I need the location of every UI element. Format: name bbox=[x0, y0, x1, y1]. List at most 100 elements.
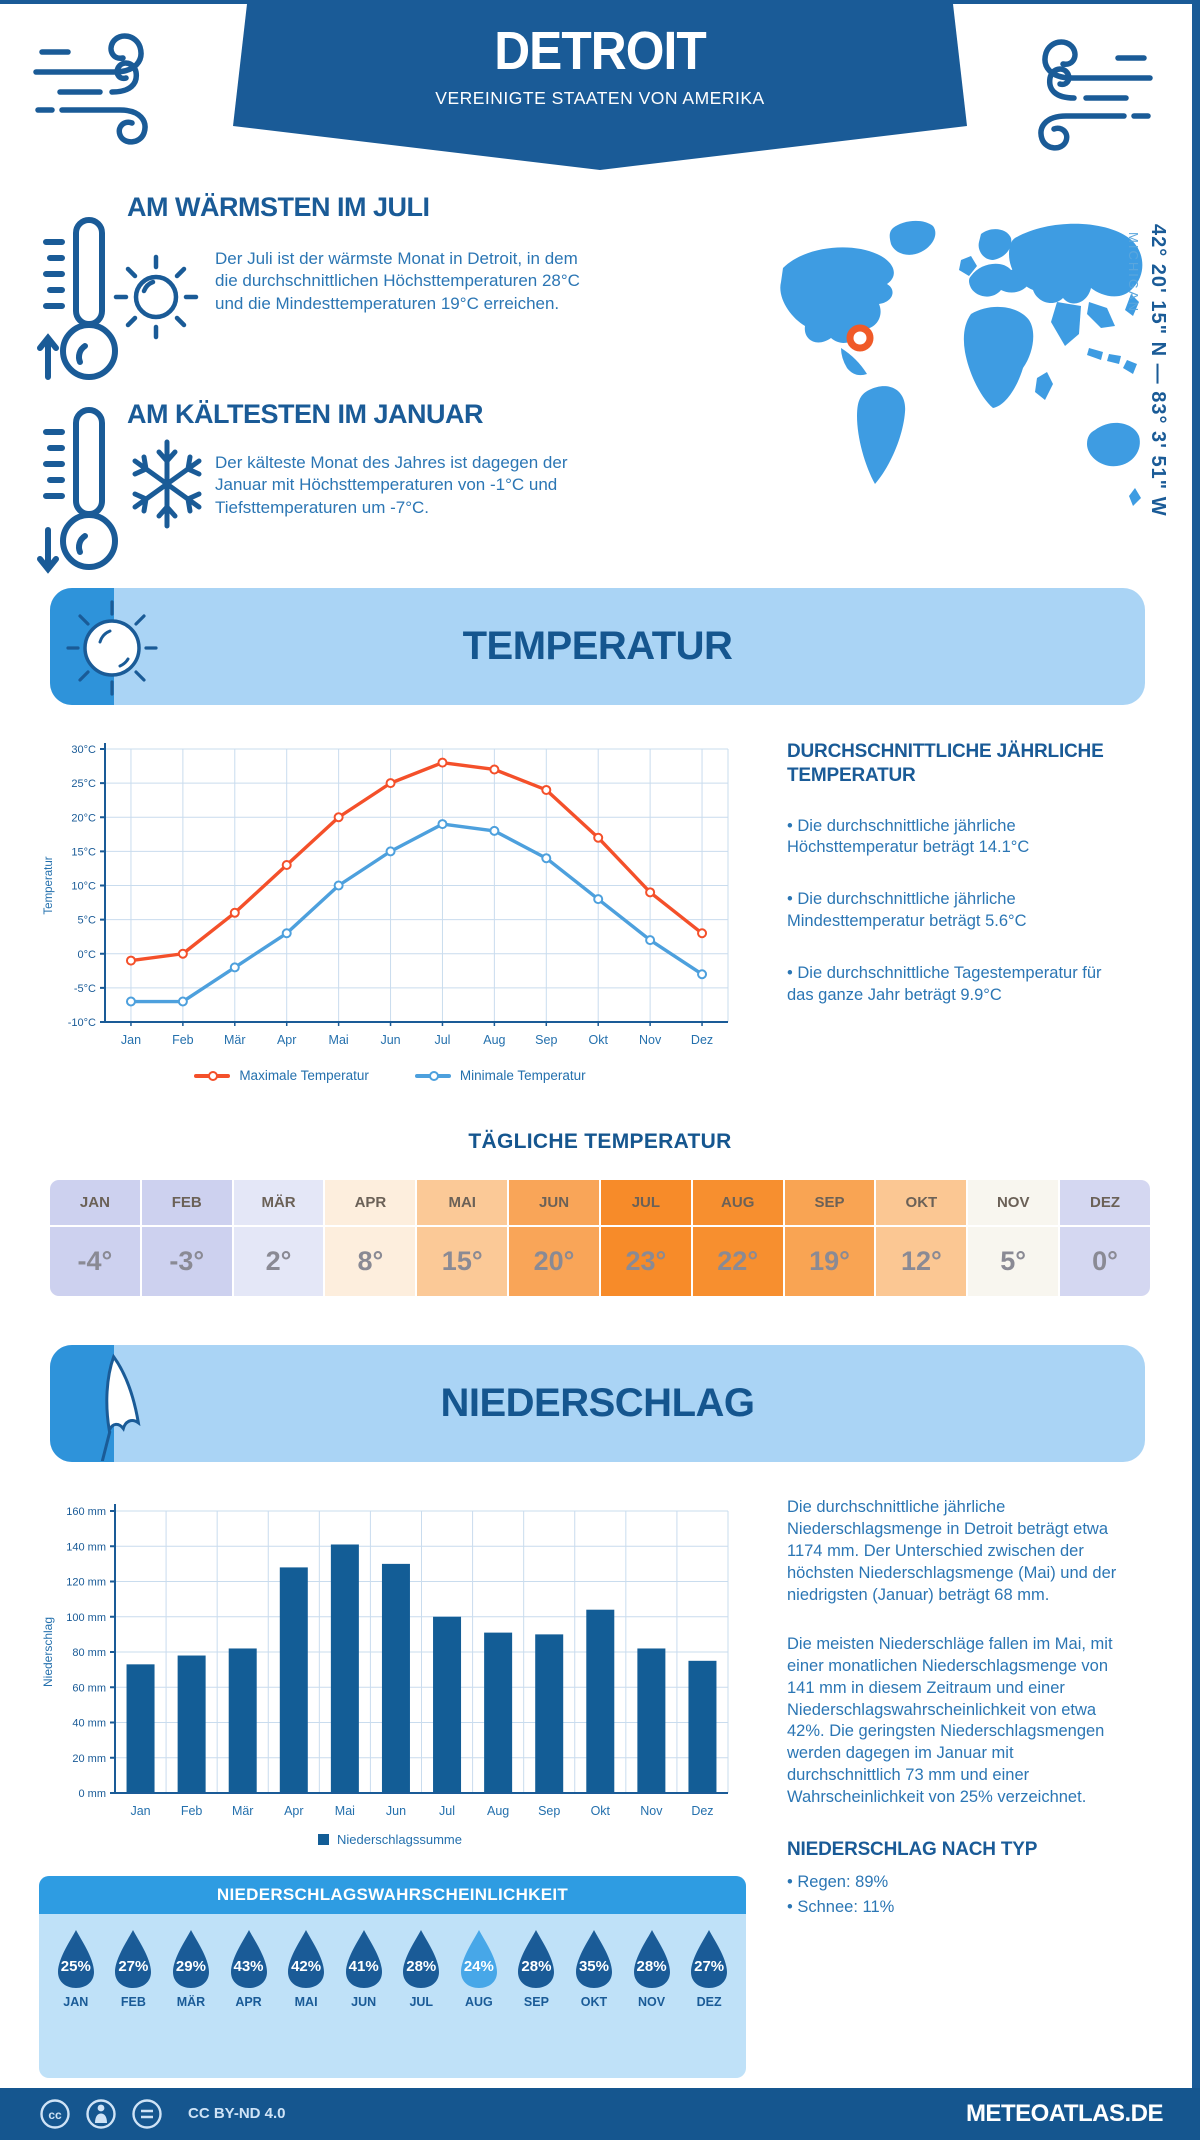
svg-text:Feb: Feb bbox=[172, 1033, 194, 1047]
warm-heading: AM WÄRMSTEN IM JULI bbox=[127, 192, 430, 222]
temperature-line-chart: -10°C -5°C 0°C 5°C 10°C 15°C 20°C 25°C 30°C Jan Fe… bbox=[40, 733, 740, 1085]
probability-drop: 27% FEB bbox=[106, 1928, 160, 2009]
region-label: MICHIGAN bbox=[1126, 232, 1141, 313]
daily-month-header: APR bbox=[325, 1180, 416, 1227]
daily-temperature-table: JAN -4° FEB -3° MÄR 2° APR 8° MAI 15° JUN 20° JUL 23°… bbox=[50, 1180, 1150, 1296]
daily-month-header: MAI bbox=[417, 1180, 508, 1227]
cold-heading: AM KÄLTESTEN IM JANUAR bbox=[127, 399, 484, 429]
svg-text:100 mm: 100 mm bbox=[66, 1612, 106, 1624]
svg-text:Okt: Okt bbox=[591, 1804, 611, 1818]
daily-table-column: APR 8° bbox=[325, 1180, 416, 1296]
legend-label: Maximale Temperatur bbox=[239, 1068, 369, 1083]
umbrella-icon bbox=[100, 1353, 141, 1461]
drop-percentage: 28% bbox=[521, 1958, 552, 1975]
svg-text:Nov: Nov bbox=[639, 1033, 662, 1047]
daily-table-column: OKT 12° bbox=[876, 1180, 967, 1296]
svg-text:0 mm: 0 mm bbox=[79, 1788, 107, 1800]
daily-month-header: DEZ bbox=[1060, 1180, 1150, 1227]
drop-percentage: 28% bbox=[406, 1958, 437, 1975]
location-marker bbox=[846, 324, 874, 352]
drop-percentage: 27% bbox=[118, 1958, 149, 1975]
coordinates-label: 42° 20' 15" N — 83° 3' 51" W bbox=[1147, 224, 1169, 517]
daily-month-header: NOV bbox=[968, 1180, 1059, 1227]
daily-month-header: AUG bbox=[692, 1180, 783, 1227]
probability-drop: 43% APR bbox=[222, 1928, 276, 2009]
daily-temperature-value: -4° bbox=[50, 1227, 140, 1296]
daily-temperature-value: 22° bbox=[692, 1227, 783, 1296]
daily-temperature-value: 8° bbox=[325, 1227, 416, 1296]
daily-month-header: SEP bbox=[784, 1180, 875, 1227]
drop-month-label: APR bbox=[235, 1995, 262, 2009]
svg-text:Feb: Feb bbox=[181, 1804, 203, 1818]
city-title: DETROIT bbox=[494, 21, 707, 81]
svg-text:20°C: 20°C bbox=[71, 812, 96, 824]
daily-month-header: JAN bbox=[50, 1180, 140, 1227]
header-banner: DETROIT VEREINIGTE STAATEN VON AMERIKA bbox=[233, 4, 967, 170]
daily-temperature-value: 5° bbox=[968, 1227, 1059, 1296]
daily-table-column: FEB -3° bbox=[141, 1180, 232, 1296]
drop-icon bbox=[460, 1930, 497, 1988]
svg-text:40 mm: 40 mm bbox=[72, 1718, 106, 1730]
drop-percentage: 41% bbox=[348, 1958, 379, 1975]
daily-temperature-value: -3° bbox=[141, 1227, 232, 1296]
daily-table-column: MAI 15° bbox=[417, 1180, 508, 1296]
legend-label: Minimale Temperatur bbox=[459, 1068, 586, 1083]
precipitation-panel-cap bbox=[50, 1345, 114, 1462]
drop-percentage: 28% bbox=[636, 1958, 667, 1975]
svg-text:Mär: Mär bbox=[224, 1033, 246, 1047]
svg-text:Jul: Jul bbox=[434, 1033, 450, 1047]
svg-text:Sep: Sep bbox=[535, 1033, 557, 1047]
daily-temperature-value: 23° bbox=[600, 1227, 691, 1296]
rain-share-item: • Regen: 89% bbox=[787, 1872, 889, 1891]
probability-drop: 29% MÄR bbox=[164, 1928, 218, 2009]
temperature-panel: TEMPERATUR bbox=[50, 588, 1145, 705]
legend-item: Minimale Temperatur bbox=[414, 1068, 586, 1083]
daily-month-header: MÄR bbox=[233, 1180, 324, 1227]
svg-text:Mär: Mär bbox=[232, 1804, 254, 1818]
drop-month-label: AUG bbox=[464, 1995, 493, 2009]
probability-drop: 27% DEZ bbox=[682, 1928, 736, 2009]
daily-month-header: JUL bbox=[600, 1180, 691, 1227]
daily-table-column: JAN -4° bbox=[50, 1180, 140, 1296]
wind-icon bbox=[33, 33, 148, 145]
drop-icon bbox=[691, 1930, 728, 1988]
daily-table-column: JUL 23° bbox=[600, 1180, 691, 1296]
svg-text:Okt: Okt bbox=[588, 1033, 608, 1047]
svg-text:140 mm: 140 mm bbox=[66, 1541, 106, 1553]
svg-text:Sep: Sep bbox=[538, 1804, 560, 1818]
svg-text:60 mm: 60 mm bbox=[72, 1682, 106, 1694]
annual-temperature-block: DURCHSCHNITTLICHE JÄHRLICHE TEMPERATUR •… bbox=[787, 740, 1115, 1006]
svg-text:Jun: Jun bbox=[380, 1033, 400, 1047]
daily-temperature-title: TÄGLICHE TEMPERATUR bbox=[468, 1130, 732, 1153]
drop-month-label: OKT bbox=[580, 1995, 608, 2009]
svg-text:Jun: Jun bbox=[386, 1804, 406, 1818]
probability-drop: 42% MAI bbox=[279, 1928, 333, 2009]
world-map bbox=[780, 220, 1143, 506]
svg-text:cc: cc bbox=[48, 2108, 62, 2122]
drop-percentage: 24% bbox=[463, 1958, 494, 1975]
probability-drop: 28% NOV bbox=[625, 1928, 679, 2009]
svg-text:Dez: Dez bbox=[691, 1033, 713, 1047]
drop-percentage: 35% bbox=[578, 1958, 609, 1975]
annual-max-bullet: • Die durchschnittliche jährliche Höchst… bbox=[787, 816, 1030, 856]
daily-temperature-value: 15° bbox=[417, 1227, 508, 1296]
svg-text:Temperatur: Temperatur bbox=[43, 856, 55, 914]
drop-month-label: MÄR bbox=[176, 1995, 206, 2009]
sun-icon bbox=[113, 254, 199, 340]
svg-text:-10°C: -10°C bbox=[68, 1017, 96, 1029]
daily-month-header: JUN bbox=[509, 1180, 599, 1227]
footer-bar: cc CC BY-ND 4.0 METEOATLAS.DE bbox=[0, 2088, 1200, 2140]
legend-line-swatch bbox=[194, 1070, 231, 1081]
country-subtitle: VEREINIGTE STAATEN VON AMERIKA bbox=[435, 88, 765, 108]
probability-title: NIEDERSCHLAGSWAHRSCHEINLICHKEIT bbox=[39, 1876, 746, 1914]
thermometer-up-icon bbox=[37, 217, 118, 380]
svg-text:10°C: 10°C bbox=[71, 881, 96, 893]
warm-text: Der Juli ist der wärmste Monat in Detroi… bbox=[215, 249, 580, 313]
drop-month-label: NOV bbox=[638, 1995, 666, 2009]
svg-text:Nov: Nov bbox=[640, 1804, 663, 1818]
drop-icon bbox=[230, 1930, 267, 1988]
drop-month-label: MAI bbox=[294, 1995, 318, 2009]
drop-icon bbox=[288, 1930, 325, 1988]
drop-month-label: JUL bbox=[409, 1995, 434, 2009]
legend-item: Maximale Temperatur bbox=[194, 1068, 369, 1083]
